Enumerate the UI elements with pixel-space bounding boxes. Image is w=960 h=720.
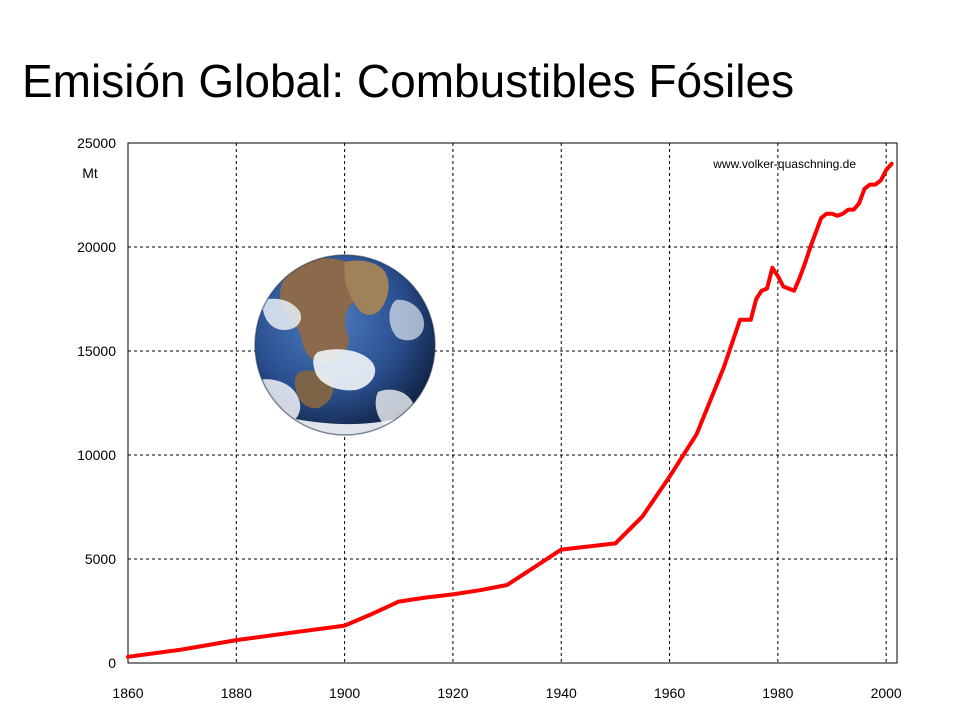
x-tick-label: 1940 bbox=[546, 685, 577, 701]
y-tick-label: 0 bbox=[108, 655, 116, 671]
x-tick-label: 1920 bbox=[437, 685, 468, 701]
x-tick-label: 1900 bbox=[329, 685, 360, 701]
earth-globe-icon bbox=[254, 254, 436, 436]
y-tick-label: 25000 bbox=[77, 135, 116, 151]
x-tick-label: 1860 bbox=[112, 685, 143, 701]
series-layer bbox=[126, 161, 894, 659]
grid-lines bbox=[128, 143, 897, 663]
y-tick-label: 10000 bbox=[77, 447, 116, 463]
source-annotation: www.volker-quaschning.de bbox=[712, 157, 856, 171]
x-tick-label: 2000 bbox=[871, 685, 902, 701]
x-tick-label: 1980 bbox=[762, 685, 793, 701]
axes bbox=[127, 142, 898, 664]
y-axis-unit-label: Mt bbox=[82, 165, 98, 181]
plot-frame bbox=[127, 142, 898, 664]
y-tick-label: 15000 bbox=[77, 343, 116, 359]
x-tick-label: 1960 bbox=[654, 685, 685, 701]
page-title: Emisión Global: Combustibles Fósiles bbox=[22, 55, 795, 107]
y-tick-label: 5000 bbox=[85, 551, 116, 567]
x-tick-label: 1880 bbox=[221, 685, 252, 701]
series-line bbox=[126, 161, 894, 659]
y-tick-labels: 0 5000 10000 15000 20000 25000 bbox=[77, 135, 116, 671]
x-tick-labels: 1860 1880 1900 1920 1940 1960 1980 2000 bbox=[112, 685, 902, 701]
y-tick-label: 20000 bbox=[77, 239, 116, 255]
